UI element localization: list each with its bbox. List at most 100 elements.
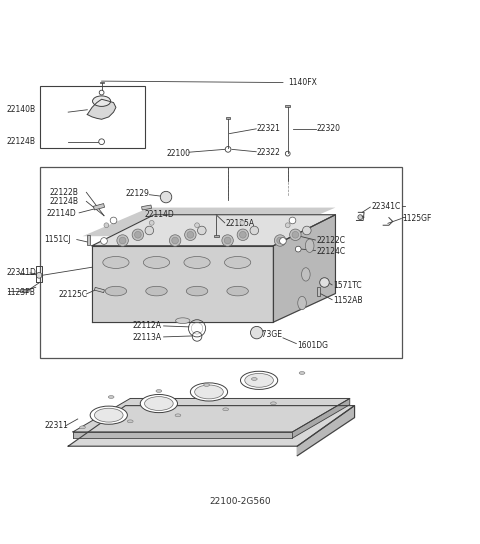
Circle shape	[240, 231, 246, 238]
Bar	[87, 235, 90, 245]
Circle shape	[222, 235, 233, 246]
Circle shape	[195, 223, 199, 227]
Circle shape	[280, 238, 286, 244]
Text: 1151CJ: 1151CJ	[44, 235, 71, 244]
Polygon shape	[92, 246, 274, 322]
Polygon shape	[92, 215, 336, 246]
Circle shape	[187, 231, 194, 238]
Ellipse shape	[191, 383, 228, 401]
Ellipse shape	[271, 402, 276, 405]
Ellipse shape	[103, 256, 129, 268]
Text: 22122B: 22122B	[49, 188, 78, 197]
Circle shape	[237, 229, 249, 240]
Circle shape	[110, 217, 117, 224]
Circle shape	[289, 217, 296, 224]
Text: 22125A: 22125A	[226, 219, 255, 228]
Circle shape	[198, 226, 206, 235]
Circle shape	[117, 235, 128, 246]
Text: 22140B: 22140B	[6, 105, 36, 114]
Text: 1123PB: 1123PB	[6, 288, 35, 296]
Circle shape	[225, 146, 231, 152]
Bar	[317, 287, 320, 296]
Text: 22129: 22129	[125, 189, 149, 198]
Circle shape	[250, 226, 259, 235]
Bar	[214, 235, 218, 237]
Text: 22124B: 22124B	[6, 137, 35, 146]
Ellipse shape	[305, 239, 314, 252]
Circle shape	[119, 237, 126, 244]
FancyBboxPatch shape	[39, 167, 402, 358]
Text: 22322: 22322	[257, 148, 281, 157]
Ellipse shape	[186, 286, 208, 296]
Text: 1571TC: 1571TC	[333, 281, 362, 290]
Bar	[142, 205, 152, 210]
Circle shape	[172, 237, 179, 244]
Circle shape	[149, 220, 154, 225]
Text: 1152AB: 1152AB	[333, 296, 362, 305]
Ellipse shape	[299, 372, 305, 374]
Ellipse shape	[204, 384, 209, 386]
Polygon shape	[274, 215, 336, 322]
Ellipse shape	[301, 268, 310, 281]
Text: 1125GF: 1125GF	[402, 214, 432, 223]
Ellipse shape	[223, 408, 228, 411]
Circle shape	[224, 237, 231, 244]
Circle shape	[292, 231, 299, 238]
Circle shape	[285, 151, 290, 156]
Circle shape	[285, 223, 290, 227]
Ellipse shape	[140, 394, 178, 412]
Text: 22113A: 22113A	[132, 333, 162, 342]
Ellipse shape	[93, 96, 111, 107]
Text: 22100: 22100	[166, 149, 190, 158]
Text: 22341C: 22341C	[371, 202, 400, 211]
Bar	[94, 203, 105, 210]
Text: 22124B: 22124B	[49, 197, 78, 206]
Ellipse shape	[225, 256, 251, 268]
Ellipse shape	[108, 395, 114, 398]
Ellipse shape	[227, 286, 248, 296]
Bar	[285, 105, 290, 107]
Ellipse shape	[298, 296, 306, 310]
Ellipse shape	[80, 426, 85, 429]
Text: 1601DG: 1601DG	[297, 341, 328, 349]
Text: 22321: 22321	[257, 125, 281, 133]
Polygon shape	[292, 398, 350, 438]
Ellipse shape	[252, 378, 257, 380]
Circle shape	[101, 238, 108, 244]
Ellipse shape	[175, 414, 181, 417]
Ellipse shape	[184, 256, 210, 268]
Circle shape	[132, 229, 144, 240]
Ellipse shape	[95, 408, 123, 422]
Text: 22122C: 22122C	[316, 236, 345, 244]
Text: 22311: 22311	[44, 421, 68, 430]
Ellipse shape	[144, 256, 169, 268]
Ellipse shape	[240, 371, 278, 390]
Ellipse shape	[105, 286, 127, 296]
Text: 22341D: 22341D	[6, 268, 36, 277]
Text: 22125C: 22125C	[59, 290, 88, 299]
Bar	[95, 287, 105, 293]
Ellipse shape	[90, 406, 127, 424]
Circle shape	[277, 237, 283, 244]
Polygon shape	[73, 432, 292, 438]
Circle shape	[160, 191, 172, 203]
Circle shape	[302, 226, 311, 235]
FancyBboxPatch shape	[39, 86, 144, 148]
Ellipse shape	[156, 390, 162, 392]
Polygon shape	[87, 99, 116, 119]
Polygon shape	[297, 406, 355, 456]
Text: 22100-2G560: 22100-2G560	[209, 497, 271, 506]
Circle shape	[251, 326, 263, 339]
Circle shape	[320, 278, 329, 287]
Circle shape	[36, 273, 42, 278]
Circle shape	[295, 246, 301, 252]
Bar	[21, 289, 27, 292]
Circle shape	[145, 226, 154, 235]
Bar	[226, 117, 230, 119]
Ellipse shape	[245, 373, 274, 387]
Circle shape	[358, 215, 363, 220]
Ellipse shape	[176, 318, 190, 324]
Ellipse shape	[146, 286, 167, 296]
Ellipse shape	[127, 420, 133, 423]
Circle shape	[99, 90, 104, 95]
